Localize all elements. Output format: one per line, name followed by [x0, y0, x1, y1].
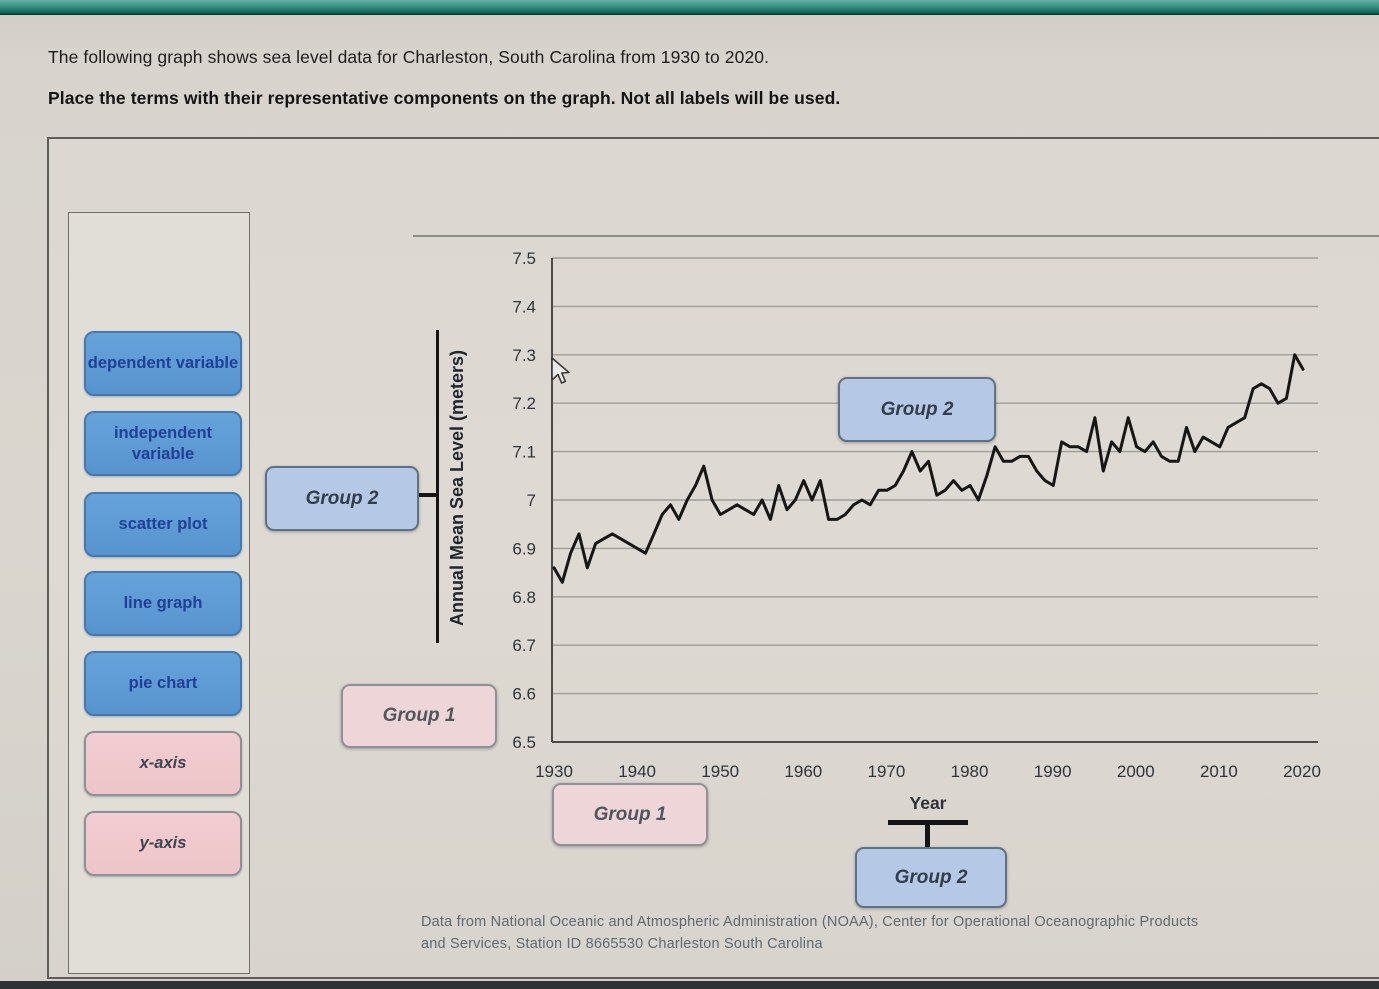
y-tick-label: 6.8 — [512, 588, 536, 607]
y-tick-label: 6.7 — [512, 636, 536, 655]
sea-level-data-line — [552, 353, 1305, 584]
drop-zone-group1-y-tick-labels[interactable]: Group 1 — [341, 684, 497, 748]
top-teal-bar — [0, 0, 1379, 15]
x-tick-label: 2000 — [1117, 762, 1155, 781]
term-chip-line-graph[interactable]: line graph — [84, 571, 242, 636]
drop-zone-label: Group 1 — [593, 803, 667, 825]
figure-top-border — [413, 235, 1379, 237]
y-tick-label: 6.6 — [512, 685, 536, 704]
term-chip-label: dependent variable — [87, 354, 239, 373]
x-axis-title: Year — [909, 793, 947, 813]
y-axis-title-connector — [414, 493, 437, 497]
drop-zone-group2-x-axis-title[interactable]: Group 2 — [855, 847, 1007, 908]
y-tick-label: 6.5 — [512, 733, 536, 752]
drop-zone-group2-plot-area[interactable]: Group 2 — [838, 377, 996, 442]
term-chip-pie-chart[interactable]: pie chart — [84, 651, 242, 716]
y-axis-title: Annual Mean Sea Level (meters) — [447, 349, 467, 627]
instruction-text-1: The following graph shows sea level data… — [48, 47, 770, 67]
source-note-line-1: Data from National Oceanic and Atmospher… — [421, 914, 1199, 930]
mouse-cursor-icon — [551, 357, 570, 384]
x-axis-title-connector-stem — [925, 820, 930, 848]
term-chip-label: y-axis — [139, 834, 187, 853]
x-tick-label: 1980 — [951, 762, 989, 781]
screen-bottom-edge — [0, 981, 1379, 989]
term-chip-label: x-axis — [139, 754, 187, 773]
drop-zone-label: Group 2 — [880, 398, 954, 420]
term-chip-y-axis[interactable]: y-axis — [84, 811, 242, 876]
sea-level-line-chart: 7.5 7.4 7.3 7.2 7.1 7 6.9 6.8 6.7 6.6 6.5 1930 1940 1… — [512, 249, 1321, 781]
x-tick-label: 1970 — [868, 762, 906, 781]
term-chip-label: pie chart — [128, 674, 198, 693]
term-chip-label: independent variable — [113, 423, 213, 463]
x-tick-label: 1930 — [535, 762, 573, 781]
term-chip-x-axis[interactable]: x-axis — [84, 731, 242, 796]
x-tick-label: 2010 — [1200, 762, 1238, 781]
term-chip-label: scatter plot — [118, 515, 208, 534]
activity-area — [47, 137, 1379, 979]
instruction-text-2: Place the terms with their representativ… — [48, 88, 841, 108]
drop-zone-label: Group 2 — [305, 487, 379, 509]
y-tick-label: 7.1 — [512, 443, 536, 462]
source-note-line-2: and Services, Station ID 8665530 Charles… — [421, 936, 823, 952]
y-tick-label: 7.5 — [512, 249, 536, 268]
drop-zone-label: Group 2 — [894, 866, 968, 888]
term-chip-independent-variable[interactable]: independent variable — [84, 411, 242, 476]
x-tick-label: 1960 — [784, 762, 822, 781]
x-tick-label: 1940 — [618, 762, 656, 781]
y-tick-label: 6.9 — [512, 539, 536, 558]
term-chip-dependent-variable[interactable]: dependent variable — [84, 331, 242, 396]
term-chip-scatter-plot[interactable]: scatter plot — [84, 492, 242, 557]
drop-zone-group2-y-axis-title[interactable]: Group 2 — [265, 466, 419, 531]
drop-zone-group1-x-tick-labels[interactable]: Group 1 — [552, 783, 708, 846]
y-tick-label: 7.2 — [512, 394, 536, 413]
drop-zone-label: Group 1 — [382, 705, 456, 726]
x-tick-label: 1990 — [1034, 762, 1072, 781]
y-tick-label: 7.4 — [512, 297, 536, 316]
y-tick-label: 7 — [527, 491, 536, 510]
x-tick-label: 1950 — [701, 762, 739, 781]
y-tick-label: 7.3 — [512, 346, 536, 365]
x-tick-label: 2020 — [1283, 762, 1321, 781]
term-chip-label: line graph — [123, 594, 203, 613]
y-axis-title-bracket — [436, 330, 439, 643]
